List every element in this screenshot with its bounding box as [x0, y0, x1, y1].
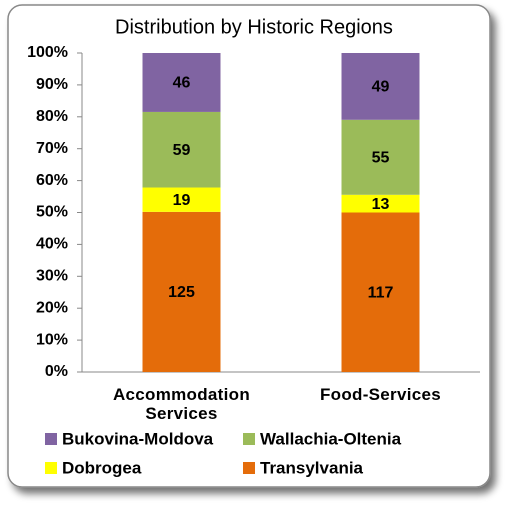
chart-title: Distribution by Historic Regions [115, 16, 393, 38]
bar-segment [142, 53, 221, 112]
x-tick-label: Food-Services [319, 385, 442, 404]
data-label: 125 [168, 284, 195, 301]
x-tick-label: Accommodation Services [112, 385, 251, 423]
y-tick-label: 0% [45, 363, 68, 380]
bar-segment [142, 187, 221, 212]
y-tick-label: 30% [36, 268, 68, 285]
data-label: 19 [173, 192, 191, 209]
legend-swatch [45, 433, 57, 445]
y-tick-label: 80% [36, 108, 68, 125]
y-tick-label: 10% [36, 331, 68, 348]
bar-segment [142, 211, 221, 372]
y-tick-label: 60% [36, 172, 68, 189]
data-label: 13 [372, 196, 390, 213]
data-label: 59 [173, 142, 191, 159]
data-label: 49 [372, 79, 390, 96]
data-label: 46 [173, 75, 191, 92]
bar-segment [341, 53, 420, 120]
legend-swatch [243, 462, 255, 474]
bar-segment [341, 194, 420, 213]
data-label: 117 [368, 284, 394, 301]
y-tick-label: 40% [36, 236, 68, 253]
legend-swatch [243, 433, 255, 445]
legend-label: Bukovina-Moldova [62, 429, 214, 448]
y-tick-label: 100% [27, 44, 68, 61]
bar-segment [142, 111, 221, 188]
y-tick-label: 70% [36, 140, 68, 157]
legend-label: Dobrogea [62, 458, 142, 477]
bar-segment [341, 119, 420, 195]
bar-segment [341, 212, 420, 372]
legend-label: Transylvania [260, 458, 364, 477]
legend-label: Wallachia-Oltenia [260, 429, 402, 448]
data-label: 55 [372, 150, 390, 167]
y-tick-label: 50% [36, 204, 68, 221]
legend-swatch [45, 462, 57, 474]
y-tick-label: 20% [36, 299, 68, 316]
y-tick-label: 90% [36, 76, 68, 93]
